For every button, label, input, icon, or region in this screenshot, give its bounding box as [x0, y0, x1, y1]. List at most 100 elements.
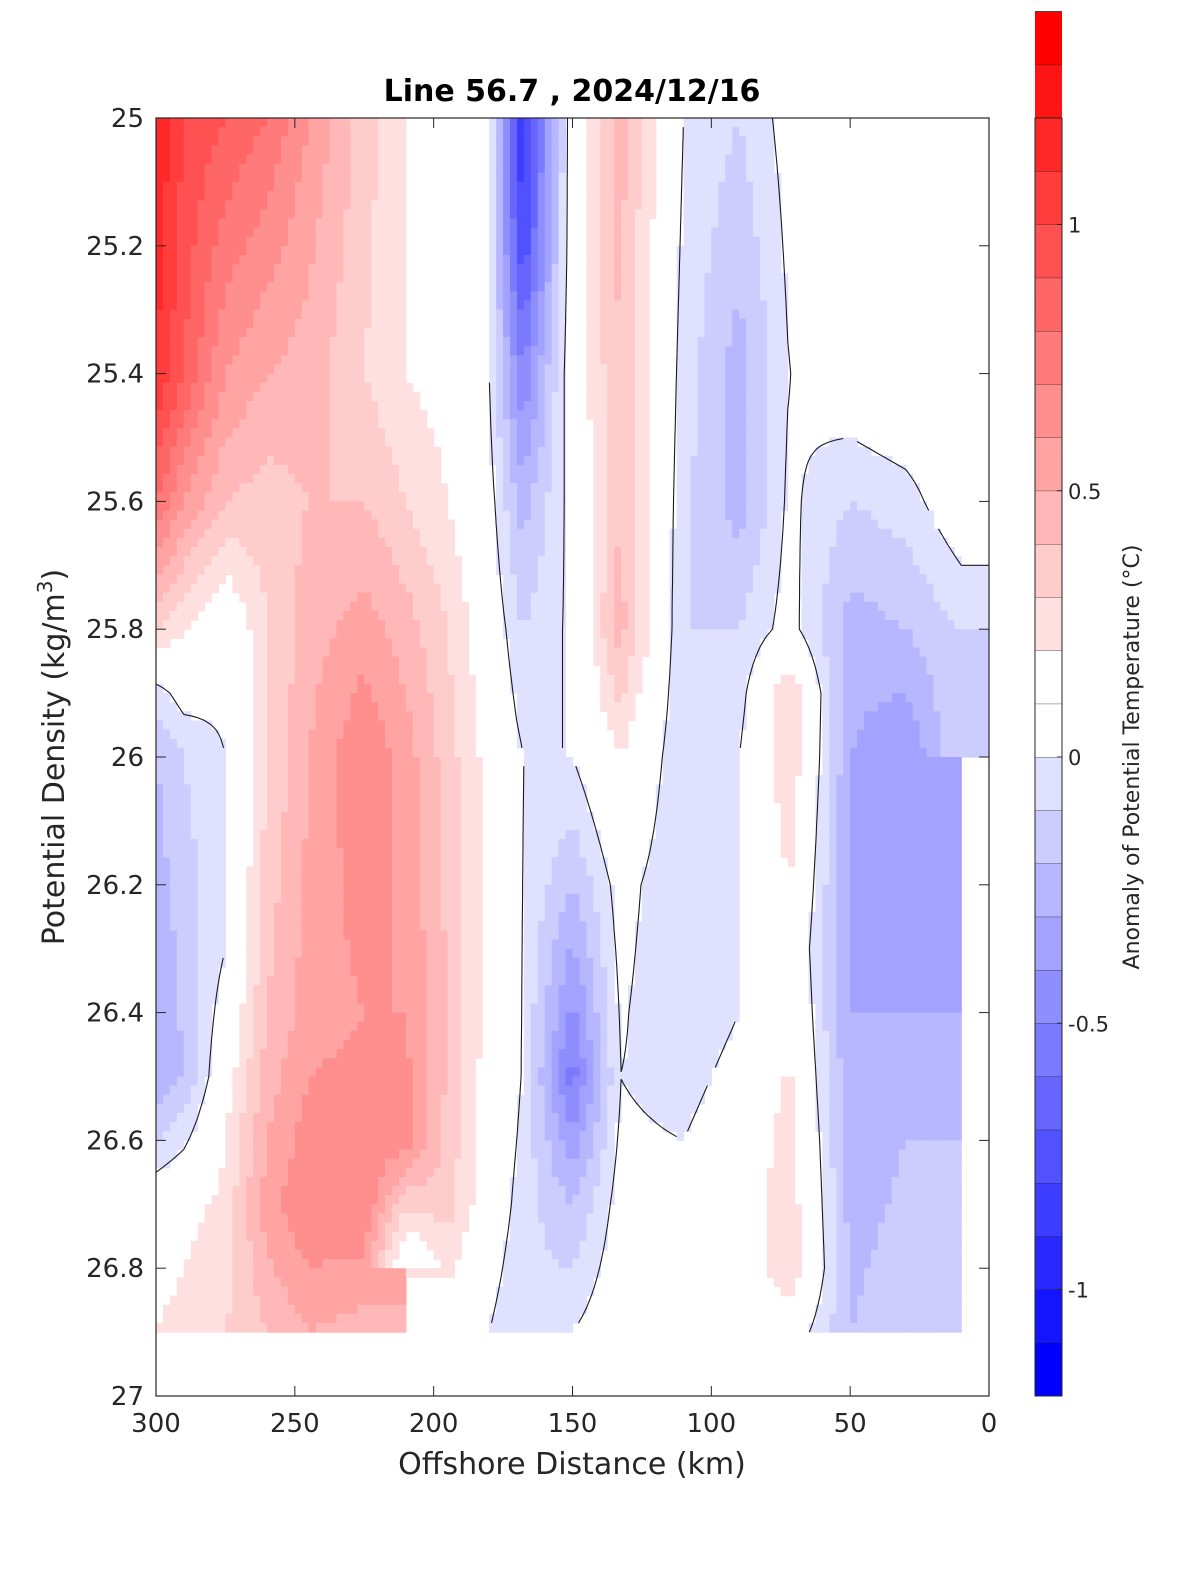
field-cell	[516, 455, 525, 466]
field-cell	[503, 136, 511, 146]
field-cell	[870, 601, 879, 612]
field-cell	[558, 118, 567, 128]
field-cell	[364, 647, 372, 658]
field-cell	[718, 355, 726, 366]
field-cell	[510, 318, 518, 329]
field-cell	[544, 136, 553, 146]
field-cell	[621, 391, 629, 402]
field-cell	[621, 437, 629, 448]
field-cell	[426, 620, 435, 630]
field-cell	[308, 364, 317, 375]
field-cell	[891, 574, 900, 585]
field-cell	[211, 428, 220, 439]
field-cell	[378, 127, 386, 137]
field-cell	[162, 264, 171, 274]
field-cell	[975, 638, 983, 649]
field-cell	[378, 565, 386, 576]
field-cell	[496, 391, 504, 402]
field-cell	[211, 410, 220, 420]
field-cell	[218, 218, 227, 229]
field-cell	[614, 373, 622, 384]
field-cell	[260, 291, 268, 302]
field-cell	[308, 674, 317, 685]
field-cell	[628, 574, 636, 585]
field-cell	[371, 355, 379, 366]
field-cell	[982, 592, 989, 603]
field-cell	[621, 145, 629, 156]
field-cell	[419, 547, 428, 557]
field-cell	[294, 218, 303, 229]
field-cell	[843, 437, 851, 448]
field-cell	[260, 163, 268, 174]
field-cell	[836, 464, 844, 475]
field-cell	[301, 291, 310, 302]
field-cell	[294, 638, 303, 649]
field-cell	[523, 355, 532, 366]
field-cell	[225, 565, 233, 576]
field-cell	[510, 327, 518, 338]
field-cell	[433, 519, 442, 530]
field-cell	[385, 483, 393, 493]
field-cell	[933, 665, 942, 676]
field-cell	[176, 592, 185, 603]
field-cell	[537, 537, 546, 548]
field-cell	[218, 446, 227, 457]
field-cell	[614, 428, 622, 439]
field-cell	[503, 118, 511, 128]
field-cell	[919, 610, 928, 621]
field-cell	[850, 638, 858, 649]
field-cell	[912, 510, 921, 521]
field-cell	[551, 327, 560, 338]
field-cell	[447, 528, 456, 539]
field-cell	[322, 592, 331, 603]
field-cell	[308, 245, 317, 256]
field-cell	[697, 574, 705, 585]
field-cell	[773, 300, 782, 311]
field-cell	[711, 656, 719, 667]
field-cell	[676, 629, 685, 639]
field-cell	[544, 583, 553, 594]
field-cell	[496, 154, 504, 165]
field-cell	[558, 136, 567, 146]
field-cell	[516, 300, 525, 311]
field-cell	[961, 565, 969, 576]
field-cell	[350, 172, 358, 183]
field-cell	[621, 455, 629, 466]
field-cell	[537, 282, 546, 293]
field-cell	[378, 172, 386, 183]
field-cell	[343, 200, 351, 210]
field-cell	[301, 519, 310, 530]
field-cell	[190, 309, 199, 320]
field-cell	[857, 647, 865, 658]
field-cell	[260, 537, 268, 548]
field-cell	[933, 574, 942, 585]
field-cell	[274, 227, 282, 238]
field-cell	[676, 492, 685, 502]
field-cell	[732, 601, 740, 612]
field-cell	[621, 519, 629, 530]
field-cell	[641, 309, 650, 320]
field-cell	[634, 565, 643, 576]
field-cell	[739, 218, 747, 229]
field-cell	[683, 428, 692, 439]
field-cell	[864, 592, 872, 603]
field-cell	[725, 428, 733, 439]
field-cell	[759, 601, 768, 612]
field-cell	[190, 410, 199, 420]
field-cell	[975, 592, 983, 603]
field-cell	[773, 209, 782, 220]
field-cell	[246, 264, 254, 274]
field-cell	[607, 519, 615, 530]
field-cell	[766, 428, 775, 439]
field-cell	[225, 474, 233, 484]
field-cell	[926, 565, 935, 576]
field-cell	[808, 647, 817, 658]
field-cell	[697, 382, 705, 393]
field-cell	[718, 136, 726, 146]
field-cell	[357, 209, 365, 220]
field-cell	[225, 492, 233, 502]
field-cell	[287, 510, 296, 521]
field-cell	[551, 638, 560, 649]
field-cell	[614, 583, 622, 594]
field-cell	[371, 245, 379, 256]
